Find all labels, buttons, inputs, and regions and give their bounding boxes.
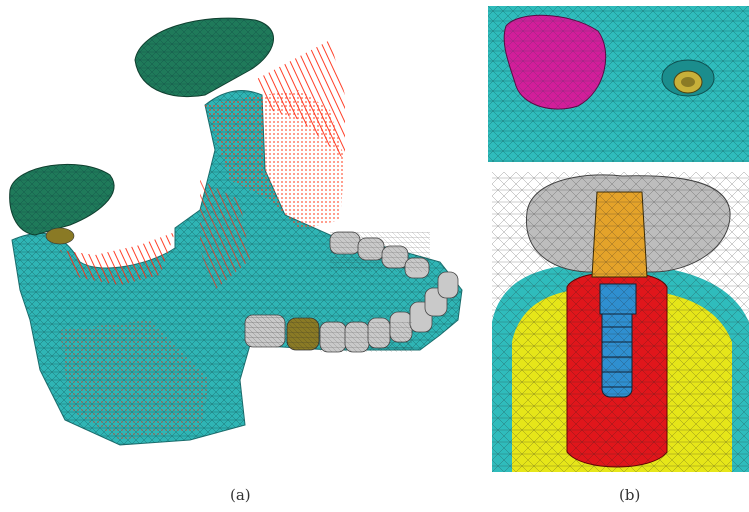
socket-mesh-figure xyxy=(488,6,749,162)
caption-a: (a) xyxy=(230,486,251,504)
muscle-vectors-right xyxy=(255,40,345,160)
mandible-mesh-figure xyxy=(9,17,463,446)
implant-section-figure xyxy=(492,172,749,472)
caption-b: (b) xyxy=(619,486,641,504)
muscle-vectors-left xyxy=(60,232,175,285)
